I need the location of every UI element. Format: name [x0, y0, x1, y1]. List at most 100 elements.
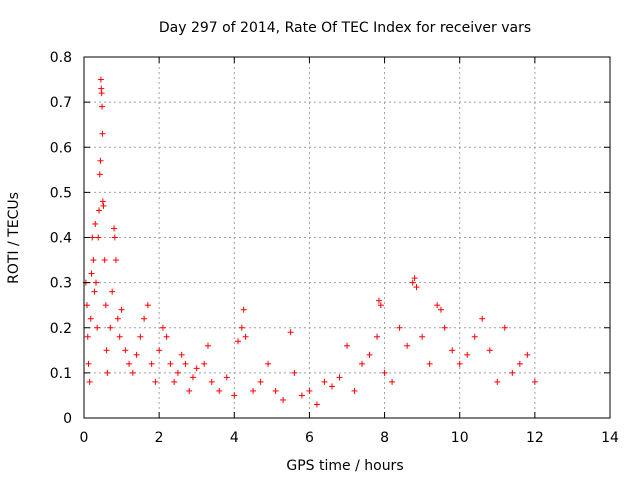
data-point — [531, 378, 538, 385]
data-point — [434, 302, 441, 309]
data-point — [306, 387, 313, 394]
y-tick-label: 0.4 — [50, 231, 72, 247]
data-point — [389, 378, 396, 385]
data-point — [182, 360, 189, 367]
x-tick-label: 14 — [601, 430, 619, 446]
data-point — [471, 333, 478, 340]
data-point — [112, 257, 119, 264]
data-point — [97, 76, 104, 83]
data-point — [99, 103, 106, 110]
data-point — [129, 369, 136, 376]
data-point — [97, 157, 104, 164]
data-point — [257, 378, 264, 385]
data-point — [204, 342, 211, 349]
chart-title: Day 297 of 2014, Rate Of TEC Index for r… — [159, 20, 531, 36]
data-point — [84, 333, 91, 340]
data-point — [449, 347, 456, 354]
data-point — [167, 360, 174, 367]
data-point — [98, 90, 105, 97]
data-point — [189, 374, 196, 381]
x-tick-label: 10 — [451, 430, 469, 446]
data-point — [85, 360, 92, 367]
data-point — [101, 257, 108, 264]
y-tick-label: 0.8 — [50, 50, 72, 66]
data-point — [94, 324, 101, 331]
data-point — [231, 392, 238, 399]
grid-lines — [84, 57, 610, 418]
data-point — [201, 360, 208, 367]
data-point — [344, 342, 350, 349]
data-point — [242, 333, 249, 340]
data-point — [193, 365, 200, 372]
data-point — [141, 315, 148, 322]
data-point — [375, 297, 382, 304]
data-point — [148, 360, 155, 367]
y-axis-label: ROTI / TECUs — [6, 192, 22, 284]
x-tick-label: 0 — [80, 430, 89, 446]
data-point — [116, 333, 123, 340]
x-axis-label: GPS time / hours — [286, 458, 403, 474]
data-point — [216, 387, 223, 394]
data-point — [90, 257, 97, 264]
y-tick-label: 0.6 — [50, 140, 72, 156]
x-tick-label: 2 — [155, 430, 164, 446]
data-point — [272, 387, 279, 394]
data-point — [133, 351, 140, 358]
data-point — [171, 378, 178, 385]
data-point — [163, 333, 170, 340]
data-point — [235, 338, 242, 345]
data-point — [411, 275, 418, 282]
data-point — [377, 302, 384, 309]
data-point — [287, 329, 294, 336]
y-tick-label: 0.1 — [50, 366, 72, 382]
data-point — [381, 369, 388, 376]
data-point — [118, 306, 125, 313]
y-tick-label: 0.7 — [50, 95, 72, 111]
data-point — [88, 270, 95, 277]
data-point — [419, 333, 426, 340]
data-point — [409, 279, 416, 286]
y-tick-label: 0.3 — [50, 276, 72, 292]
x-tick-label: 4 — [230, 430, 239, 446]
data-point — [96, 171, 103, 178]
data-point — [102, 302, 109, 309]
data-point — [208, 378, 215, 385]
data-point — [509, 369, 516, 376]
data-point — [100, 202, 107, 209]
data-point — [524, 351, 531, 358]
data-point — [494, 378, 501, 385]
data-point — [328, 383, 335, 390]
data-point — [321, 378, 328, 385]
data-point — [441, 324, 448, 331]
data-point — [336, 374, 343, 381]
data-point — [137, 333, 144, 340]
data-point — [152, 378, 159, 385]
data-point — [186, 387, 193, 394]
data-point — [223, 374, 230, 381]
data-point — [404, 342, 411, 349]
data-point — [93, 279, 100, 286]
data-point — [291, 369, 298, 376]
y-tick-label: 0 — [63, 411, 72, 427]
data-point — [111, 234, 118, 241]
data-point — [396, 324, 403, 331]
data-point — [280, 396, 287, 403]
data-point — [156, 347, 163, 354]
data-point — [456, 360, 463, 367]
data-point — [89, 234, 96, 241]
x-tick-labels: 0 2 4 6 8 10 12 14 — [80, 430, 619, 446]
data-point — [351, 387, 358, 394]
data-point — [92, 220, 99, 227]
plot-frame — [83, 56, 611, 419]
data-point — [413, 284, 420, 291]
data-point — [265, 360, 272, 367]
data-point — [126, 360, 133, 367]
data-point — [107, 324, 114, 331]
data-point — [84, 302, 91, 309]
data-point — [178, 351, 185, 358]
data-point — [486, 347, 493, 354]
data-point — [464, 351, 471, 358]
data-point — [104, 369, 111, 376]
data-point — [426, 360, 433, 367]
